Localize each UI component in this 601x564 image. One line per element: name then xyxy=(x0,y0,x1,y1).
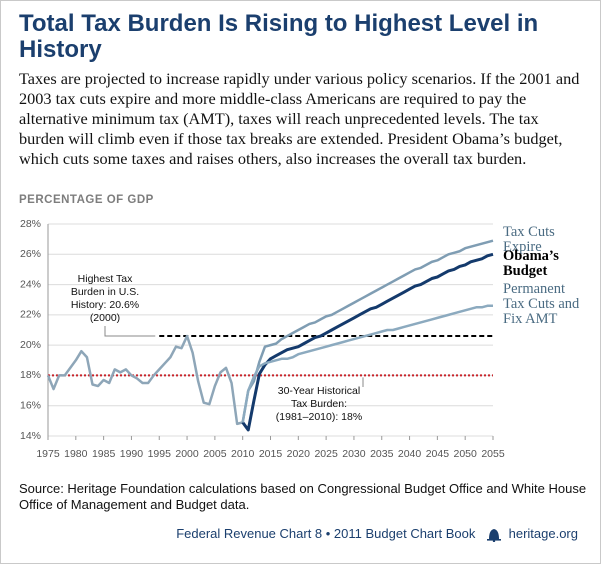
annotation-line: Burden in U.S. xyxy=(70,286,140,298)
y-tick-label: 20% xyxy=(20,339,41,351)
x-tick-label: 2005 xyxy=(203,448,227,460)
annotation-line: Highest Tax xyxy=(77,273,133,285)
annotation-line: Tax Burden: xyxy=(290,398,348,410)
annotation-line: (1981–2010): 18% xyxy=(275,411,363,423)
x-tick-label: 2050 xyxy=(454,448,478,460)
series-line xyxy=(46,334,244,426)
y-tick-label: 22% xyxy=(20,309,41,321)
y-tick-label: 26% xyxy=(20,248,41,260)
chart: 14% 16% 18% 20% 22% 24% 26% 28% 1975 1980 1985 1990… xyxy=(20,218,505,460)
y-tick-label: 14% xyxy=(20,430,41,442)
x-tick-label: 2015 xyxy=(259,448,283,460)
annotation-line: History: 20.6% xyxy=(70,299,140,311)
y-tick-label: 24% xyxy=(20,278,41,290)
y-tick-label: 18% xyxy=(20,369,41,381)
series-label: Obama’s Budget xyxy=(503,248,559,279)
annotation-line: 30-Year Historical xyxy=(277,385,361,397)
x-tick-label: 2000 xyxy=(175,448,199,460)
footer-site[interactable]: heritage.org xyxy=(508,526,578,542)
x-tick-label: 2055 xyxy=(481,448,505,460)
x-tick-label: 2035 xyxy=(370,448,394,460)
bell-icon xyxy=(486,528,501,542)
x-tick-label: 2010 xyxy=(231,448,255,460)
x-tick-label: 2040 xyxy=(398,448,422,460)
series-label: Permanent Tax Cuts and Fix AMT xyxy=(503,281,580,327)
chart-title: Total Tax Burden Is Rising to Highest Le… xyxy=(19,10,539,63)
y-tick-label: 16% xyxy=(20,399,41,411)
series-line xyxy=(241,252,494,432)
y-axis-label: PERCENTAGE OF GDP xyxy=(19,194,154,206)
x-tick-label: 2020 xyxy=(287,448,311,460)
x-tick-label: 2045 xyxy=(426,448,450,460)
footer: Federal Revenue Chart 8 • 2011 Budget Ch… xyxy=(176,525,578,542)
chart-area: 14% 16% 18% 20% 22% 24% 26% 28% 1975 1980 1985 1990… xyxy=(1,211,601,471)
annotation: 30-Year Historical Tax Burden: (1981–2010)… xyxy=(269,385,369,424)
series-label: Tax Cuts Expire xyxy=(503,224,555,255)
x-tick-label: 1990 xyxy=(120,448,144,460)
x-tick-label: 1975 xyxy=(36,448,60,460)
annotation-line: (2000) xyxy=(89,312,121,324)
x-tick-label: 1980 xyxy=(64,448,88,460)
chart-subtitle: Taxes are projected to increase rapidly … xyxy=(19,69,580,168)
series-line xyxy=(241,304,493,423)
x-tick-label: 2030 xyxy=(342,448,366,460)
source-note: Source: Heritage Foundation calculations… xyxy=(19,481,587,512)
x-tick-label: 1995 xyxy=(148,448,172,460)
annotation: Highest Tax Burden in U.S. History: 20.6%(… xyxy=(63,273,147,325)
y-tick-label: 28% xyxy=(20,218,41,230)
series-line xyxy=(241,239,494,423)
x-tick-label: 1985 xyxy=(92,448,116,460)
annotation-connector xyxy=(104,326,156,337)
x-tick-label: 2025 xyxy=(314,448,338,460)
footer-text: Federal Revenue Chart 8 • 2011 Budget Ch… xyxy=(176,526,476,542)
